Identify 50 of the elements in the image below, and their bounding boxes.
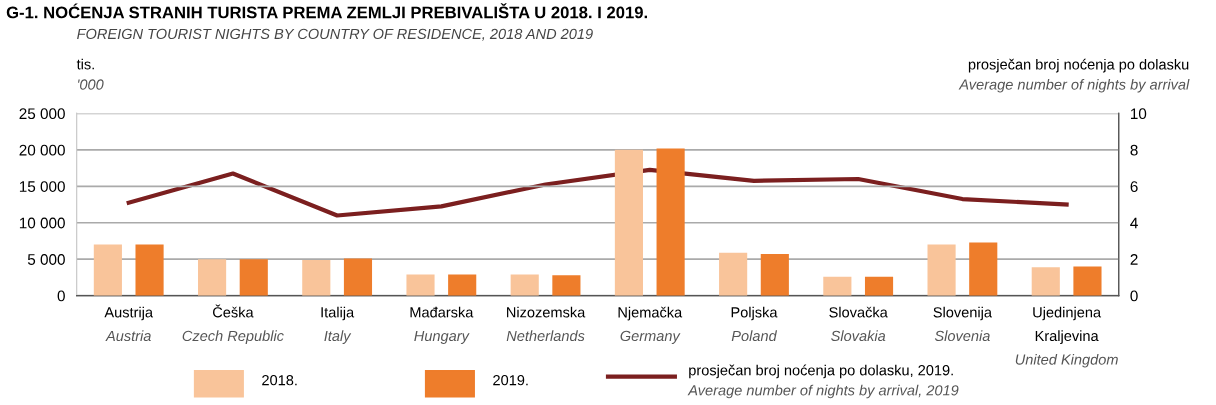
y-tick-label: 5 000 (27, 254, 65, 265)
x-tick-label: Češka Czech Republic (182, 304, 284, 344)
x-tick-label: Njemačka Germany (618, 306, 683, 344)
bar (614, 149, 643, 296)
y-tick-label: 20 000 (19, 144, 65, 156)
x-tick-label: Ujedinjena Kraljevina United Kingdom (1015, 306, 1118, 368)
x-tick-label: Nizozemska Netherlands (506, 306, 586, 342)
x-tick-label: Slovenija Slovenia (933, 306, 992, 342)
y-tick-label: 15 000 (19, 181, 65, 192)
y2-tick-label: 2 (1130, 254, 1138, 265)
bar (864, 276, 894, 296)
bar (198, 259, 227, 296)
bar (656, 148, 685, 296)
x-tick-label: Slovačka Slovakia (829, 306, 888, 342)
bar (135, 244, 164, 296)
bar (93, 244, 122, 296)
legend-label: 2019. (493, 375, 528, 386)
bar (406, 274, 435, 296)
line-series (126, 167, 1069, 218)
y2-tick-label: 0 (1130, 290, 1138, 302)
bar (719, 252, 748, 296)
bar (448, 274, 477, 296)
bar (239, 259, 268, 296)
bar (760, 254, 789, 296)
y2-tick-label: 4 (1130, 217, 1138, 229)
y2-tick-label: 10 (1131, 108, 1147, 120)
bar (302, 259, 331, 296)
y2-axis-title: prosječan broj noćenja po dolasku Average number of nights by arrival (958, 58, 1190, 93)
bar (1073, 266, 1102, 296)
chart-title: G-1. NOĆENJA STRANIH TURISTA PREMA ZEMLJI PREBIVALIŠTA U 2018. I 2019. (6, 3, 648, 19)
bar (1031, 267, 1060, 296)
y2-tick-label: 6 (1130, 181, 1138, 192)
bar (969, 242, 998, 296)
y2-tick-label: 8 (1130, 144, 1138, 156)
x-tick-label: Mađarska Hungary (410, 306, 474, 344)
chart-subtitle: FOREIGN TOURIST NIGHTS BY COUNTRY OF RESIDENCE, 2018 AND 2019 (77, 28, 593, 41)
bar (510, 274, 539, 296)
y-tick-label: 10 000 (19, 217, 65, 229)
y-tick-label: 0 (57, 290, 65, 302)
bar (552, 275, 581, 296)
x-tick-label: Poljska Poland (731, 306, 778, 342)
legend-label: 2018. (262, 375, 297, 386)
x-tick-label: Italija Italy (321, 306, 355, 344)
bar (927, 244, 956, 296)
bar (343, 258, 373, 296)
legend-label: prosječan broj noćenja po dolasku, 2019. Average number of nights by arrival, 2019 (687, 364, 959, 399)
bar (823, 276, 852, 296)
x-tick-label: Austrija Austria (104, 306, 154, 342)
y-axis-title: tis. '000 (76, 58, 104, 90)
y-tick-label: 25 000 (19, 108, 65, 120)
